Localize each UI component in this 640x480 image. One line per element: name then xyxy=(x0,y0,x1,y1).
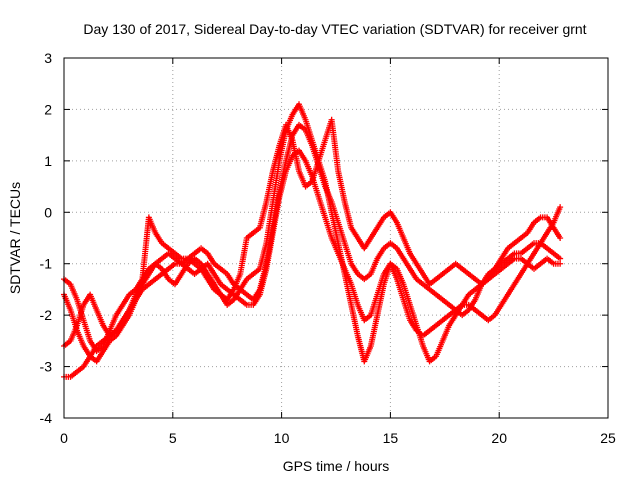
data-point xyxy=(557,260,564,267)
y-tick-label: 2 xyxy=(44,101,52,117)
x-tick-label: 20 xyxy=(491,430,507,446)
data-point xyxy=(557,204,564,211)
x-axis-label: GPS time / hours xyxy=(283,458,390,474)
data-point xyxy=(557,235,564,241)
y-tick-label: 0 xyxy=(44,204,52,220)
y-tick-label: -1 xyxy=(40,256,53,272)
data-points xyxy=(61,101,564,380)
y-axis-label: SDTVAR / TECUs xyxy=(7,182,23,294)
x-tick-label: 0 xyxy=(60,430,68,446)
data-point xyxy=(557,255,564,262)
y-tick-label: 1 xyxy=(44,153,52,169)
y-tick-label: 3 xyxy=(44,50,52,66)
x-tick-labels: 0 5 10 15 20 25 xyxy=(60,430,616,446)
plot-frame xyxy=(63,57,609,419)
x-tick-label: 10 xyxy=(274,430,290,446)
y-tick-labels: -4 -3 -2 -1 0 1 2 3 xyxy=(40,50,53,426)
y-tick-label: -4 xyxy=(40,410,53,426)
x-tick-label: 5 xyxy=(169,430,177,446)
x-tick-label: 25 xyxy=(600,430,616,446)
series-track-4 xyxy=(61,116,564,355)
y-tick-label: -2 xyxy=(40,307,53,323)
axis-ticks xyxy=(63,57,609,419)
x-tick-label: 15 xyxy=(383,430,399,446)
y-tick-label: -3 xyxy=(40,359,53,375)
chart-title: Day 130 of 2017, Sidereal Day-to-day VTE… xyxy=(83,21,586,37)
